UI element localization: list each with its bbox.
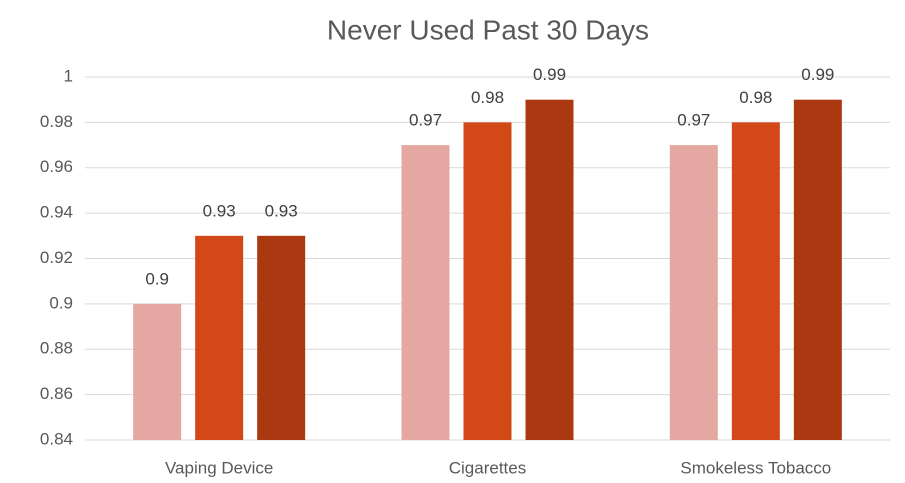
y-tick-label: 0.88 bbox=[40, 339, 73, 358]
data-label: 0.99 bbox=[801, 65, 834, 84]
data-label: 0.98 bbox=[471, 88, 504, 107]
data-label: 0.99 bbox=[533, 65, 566, 84]
x-tick-label: Vaping Device bbox=[165, 458, 273, 477]
bar bbox=[793, 99, 842, 440]
y-tick-label: 0.94 bbox=[40, 203, 73, 222]
data-label: 0.93 bbox=[203, 201, 236, 220]
bar bbox=[257, 235, 306, 440]
chart-title: Never Used Past 30 Days bbox=[327, 14, 649, 45]
bar bbox=[525, 99, 574, 440]
bar bbox=[669, 145, 718, 440]
data-label: 0.9 bbox=[145, 269, 169, 288]
y-tick-label: 0.96 bbox=[40, 157, 73, 176]
bar bbox=[133, 303, 182, 440]
bar bbox=[195, 235, 244, 440]
y-tick-label: 0.84 bbox=[40, 429, 73, 448]
bar bbox=[463, 122, 512, 440]
data-label: 0.97 bbox=[409, 111, 442, 130]
y-tick-label: 0.98 bbox=[40, 112, 73, 131]
data-label: 0.98 bbox=[739, 88, 772, 107]
data-label: 0.97 bbox=[677, 111, 710, 130]
y-tick-label: 1 bbox=[64, 66, 73, 85]
y-tick-label: 0.9 bbox=[49, 293, 73, 312]
data-label: 0.93 bbox=[265, 201, 298, 220]
y-tick-label: 0.86 bbox=[40, 384, 73, 403]
x-tick-label: Cigarettes bbox=[449, 458, 526, 477]
y-tick-label: 0.92 bbox=[40, 248, 73, 267]
bar bbox=[731, 122, 780, 440]
x-tick-label: Smokeless Tobacco bbox=[680, 458, 831, 477]
bar bbox=[401, 145, 450, 440]
